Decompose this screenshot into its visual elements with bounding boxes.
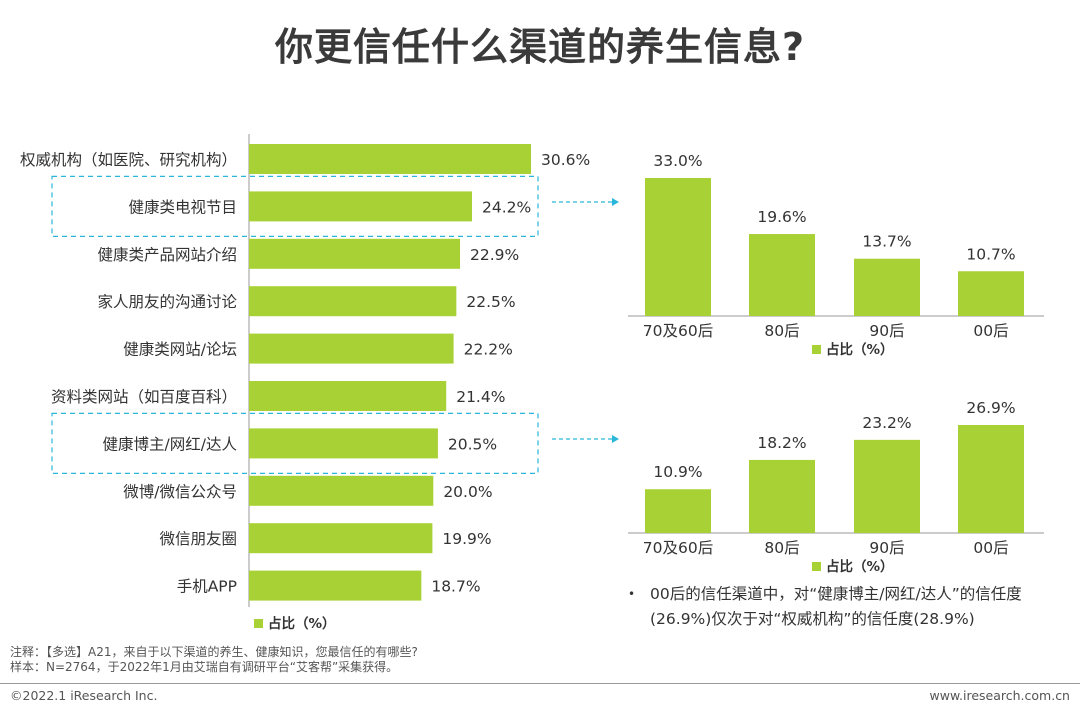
bullet-dot-icon: • [628, 587, 636, 601]
lower-chart-bar-1 [749, 459, 815, 533]
lower-chart-category-label-1: 80后 [764, 539, 799, 557]
page-title: 你更信任什么渠道的养生信息? [274, 25, 806, 69]
legend-swatch-upper [812, 345, 821, 354]
category-label-4: 健康类网站/论坛 [123, 341, 237, 359]
value-label-1: 24.2% [482, 198, 531, 216]
legend-swatch-lower [812, 562, 821, 571]
copyright: ©2022.1 iResearch Inc. [10, 688, 158, 703]
lower-chart-category-label-0: 70及60后 [643, 539, 713, 557]
category-label-9: 手机APP [177, 578, 237, 596]
connector-arrowhead-icon-0 [612, 198, 619, 206]
connector-arrowhead-icon-1 [612, 435, 619, 443]
bar-0 [249, 144, 531, 174]
lower-chart-value-label-3: 26.9% [966, 399, 1015, 417]
footnote-line-1: 注释：【多选】A21，来自于以下渠道的养生、健康知识，您最信任的有哪些? [10, 645, 418, 659]
bar-7 [249, 475, 434, 506]
value-label-2: 22.9% [470, 246, 519, 264]
value-label-3: 22.5% [466, 293, 515, 311]
category-label-5: 资料类网站（如百度百科） [51, 388, 237, 406]
lower-chart-value-label-2: 23.2% [862, 414, 911, 432]
value-label-9: 18.7% [431, 578, 480, 596]
upper-chart-category-label-2: 90后 [869, 322, 904, 340]
bar-1 [249, 191, 473, 222]
highlight-box-1 [51, 175, 539, 237]
legend-swatch-main [254, 619, 263, 628]
value-label-7: 20.0% [443, 483, 492, 501]
bar-5 [249, 381, 447, 411]
upper-chart-category-label-0: 70及60后 [643, 322, 713, 340]
bar-4 [249, 333, 454, 364]
category-label-3: 家人朋友的沟通讨论 [97, 293, 237, 311]
bar-2 [249, 238, 461, 269]
note-text: 00后的信任渠道中，对“健康博主/网红/达人”的信任度(26.9%)仅次于对“权… [650, 585, 1022, 628]
lower-chart-value-label-1: 18.2% [757, 434, 806, 452]
upper-chart-bar-3 [958, 271, 1024, 316]
legend-label-main: 占比（%） [268, 615, 336, 632]
legend-label-lower: 占比（%） [826, 558, 894, 575]
value-label-6: 20.5% [448, 435, 497, 453]
lower-chart-bar-3 [958, 425, 1024, 533]
upper-chart-bar-2 [854, 258, 920, 316]
category-label-7: 微博/微信公众号 [123, 483, 237, 501]
bar-6 [249, 428, 438, 459]
website-link[interactable]: www.iresearch.com.cn [929, 688, 1071, 703]
legend-label-upper: 占比（%） [826, 341, 894, 358]
category-label-6: 健康博主/网红/达人 [103, 435, 237, 453]
bar-3 [249, 286, 457, 317]
footer-divider [0, 683, 1080, 684]
upper-chart-category-label-3: 00后 [973, 322, 1008, 340]
lower-chart-category-label-3: 00后 [973, 539, 1008, 557]
upper-chart-value-label-0: 33.0% [653, 152, 702, 170]
lower-chart-value-label-0: 10.9% [653, 463, 702, 481]
category-label-1: 健康类电视节目 [128, 198, 237, 216]
value-label-8: 19.9% [442, 530, 491, 548]
upper-chart-value-label-1: 19.6% [757, 208, 806, 226]
upper-chart-bar-1 [749, 234, 815, 316]
value-label-4: 22.2% [464, 341, 513, 359]
footnote: 注释：【多选】A21，来自于以下渠道的养生、健康知识，您最信任的有哪些? 样本：… [10, 645, 418, 675]
category-label-8: 微信朋友圈 [159, 530, 237, 548]
footnote-line-2: 样本：N=2764，于2022年1月由艾瑞自有调研平台“艾客帮”采集获得。 [10, 660, 399, 674]
lower-chart-category-label-2: 90后 [869, 539, 904, 557]
upper-chart-category-label-1: 80后 [764, 322, 799, 340]
upper-chart-value-label-3: 10.7% [966, 245, 1015, 263]
bar-8 [249, 523, 433, 554]
value-label-5: 21.4% [456, 388, 505, 406]
category-label-2: 健康类产品网站介绍 [97, 246, 237, 264]
category-label-0: 权威机构（如医院、研究机构） [20, 150, 237, 169]
lower-chart-bar-0 [645, 489, 711, 533]
lower-chart-bar-2 [854, 439, 920, 533]
upper-chart-bar-0 [645, 178, 711, 316]
highlight-box-6 [51, 412, 539, 474]
value-label-0: 30.6% [541, 151, 590, 169]
upper-chart-value-label-2: 13.7% [862, 233, 911, 251]
bar-9 [249, 570, 422, 601]
